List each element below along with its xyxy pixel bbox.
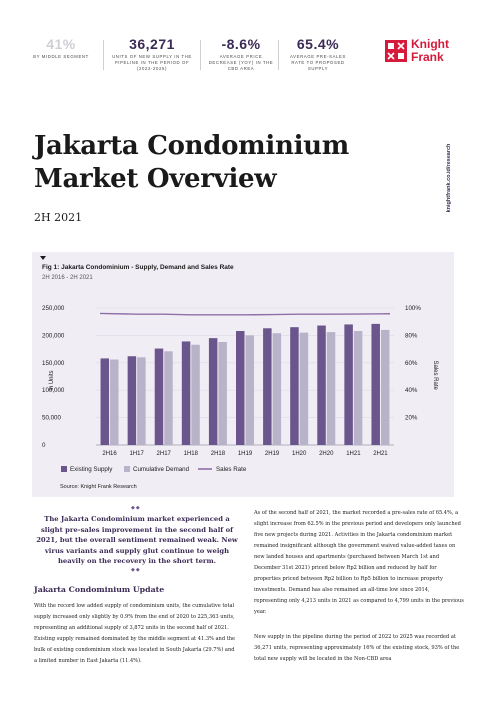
figure-marker-icon	[40, 256, 46, 260]
x-tick-label: 2H21	[373, 451, 388, 457]
stat-middle-segment: 41% BY MIDDLE SEGMENT	[28, 36, 94, 60]
logo-line-1: Knight	[411, 37, 449, 51]
stat-divider	[103, 40, 104, 70]
body-paragraph: As of the second half of 2021, the marke…	[254, 510, 464, 615]
x-tick-label: 1H17	[129, 451, 144, 457]
x-tick-label: 2H20	[319, 451, 334, 457]
stat-label: UNITS OF NEW SUPPLY IN THE PIPELINE IN T…	[112, 54, 192, 71]
stat-price-decrease: -8.6% AVERAGE PRICE DECREASE (YOY) IN TH…	[208, 36, 274, 72]
bar-cumulative-demand	[299, 332, 309, 445]
bar-existing-supply	[236, 331, 245, 445]
y-tick-label: 0	[42, 442, 46, 449]
x-tick-label: 2H17	[157, 451, 172, 457]
bar-cumulative-demand	[137, 357, 146, 445]
body-paragraph: New supply in the pipeline during the pe…	[254, 634, 460, 662]
bar-existing-supply	[181, 341, 191, 445]
knight-frank-logo[interactable]: Knight Frank	[385, 36, 475, 72]
bar-existing-supply	[208, 338, 218, 445]
x-tick-label: 1H20	[292, 451, 307, 457]
stat-value: -8.6%	[221, 36, 261, 52]
body-paragraph: With the record low added supply of cond…	[34, 603, 236, 664]
bar-existing-supply	[100, 358, 110, 445]
bar-existing-supply	[127, 356, 137, 445]
bar-existing-supply	[154, 348, 164, 445]
logo-line-2: Frank	[411, 50, 444, 64]
x-tick-label: 2H19	[265, 451, 280, 457]
section-heading: Jakarta Condominium Update	[34, 585, 165, 594]
y-tick-label: 200,000	[42, 332, 65, 339]
bar-cumulative-demand	[380, 329, 390, 445]
stats-strip: 41% BY MIDDLE SEGMENT 36,271 UNITS OF NE…	[28, 36, 368, 76]
pull-quote: The Jakarta Condominium market experienc…	[36, 515, 238, 566]
sales-rate-line	[99, 312, 391, 316]
bar-existing-supply	[290, 327, 299, 445]
stat-label: AVERAGE PRICE DECREASE (YOY) IN THE CBD …	[208, 54, 274, 71]
y-tick-label: 250,000	[42, 305, 65, 312]
legend-swatch-cumulative-demand	[124, 466, 130, 472]
stat-value: 65.4%	[296, 36, 340, 52]
x-tick-label: 2H16	[102, 451, 117, 457]
y-tick-label: 150,000	[42, 360, 65, 367]
x-tick-label: 1H19	[238, 451, 253, 457]
figure-title: Fig 1: Jakarta Condominium - Supply, Dem…	[42, 264, 234, 271]
bar-cumulative-demand	[245, 335, 254, 445]
legend-label-sales-rate: Sales Rate	[216, 466, 247, 473]
bar-cumulative-demand	[218, 341, 227, 445]
page-subtitle: 2H 2021	[34, 211, 83, 224]
y-tick-label: 50,000	[42, 415, 61, 422]
stat-presales-rate: 65.4% AVERAGE PRE-SALES RATE TO PROPOSED…	[283, 36, 353, 72]
stat-value: 41%	[46, 36, 76, 52]
page-title-line-1: Jakarta Condominium	[34, 131, 349, 161]
y2-tick-label: 100%	[405, 305, 421, 312]
bar-existing-supply	[263, 328, 272, 445]
y-tick-label: 100,000	[42, 387, 65, 394]
y2-tick-label: 20%	[405, 415, 418, 422]
bar-cumulative-demand	[110, 359, 119, 445]
bar-existing-supply	[344, 324, 353, 445]
stat-label: AVERAGE PRE-SALES RATE TO PROPOSED SUPPL…	[290, 54, 346, 71]
bar-cumulative-demand	[272, 333, 282, 445]
stat-label: BY MIDDLE SEGMENT	[33, 54, 89, 59]
y2-tick-label: 80%	[405, 332, 418, 339]
y2-axis-label: Sales Rate	[432, 361, 438, 391]
side-url[interactable]: knightfrank.co.id/research	[442, 138, 456, 218]
bar-cumulative-demand	[353, 331, 363, 445]
bar-existing-supply	[371, 323, 380, 445]
bar-existing-supply	[317, 325, 326, 445]
bar-cumulative-demand	[164, 351, 173, 445]
x-tick-label: 1H21	[346, 451, 361, 457]
figure-panel: Fig 1: Jakarta Condominium - Supply, Dem…	[32, 252, 454, 497]
diamond-ornament-icon: ◆◆	[131, 505, 141, 511]
x-tick-label: 1H18	[184, 451, 199, 457]
y2-tick-label: 40%	[405, 387, 418, 394]
stat-divider	[278, 40, 279, 70]
page-title: Jakarta Condominium Market Overview	[34, 130, 434, 196]
y-axis-label: in Units	[49, 370, 55, 390]
legend-label-existing-supply: Existing Supply	[70, 466, 113, 473]
page-title-line-2: Market Overview	[34, 164, 277, 194]
diamond-ornament-icon: ◆◆	[131, 567, 141, 573]
supply-demand-chart: 0 50,000 100,000 150,000 200,000 250,000 20% 40…	[42, 305, 438, 473]
stat-value: 36,271	[129, 36, 175, 52]
legend-swatch-existing-supply	[61, 466, 67, 472]
stat-divider	[200, 40, 201, 70]
logo-wordmark: Knight Frank	[411, 38, 449, 64]
y2-tick-label: 60%	[405, 360, 418, 367]
legend-label-cumulative-demand: Cumulative Demand	[133, 466, 190, 473]
bar-cumulative-demand	[326, 332, 336, 445]
x-tick-label: 2H18	[211, 451, 226, 457]
side-url-text: knightfrank.co.id/research	[446, 143, 452, 213]
logo-mark-icon	[385, 40, 407, 62]
figure-subtitle: 2H 2016 - 2H 2021	[42, 275, 93, 281]
bar-cumulative-demand	[191, 344, 200, 445]
stat-new-supply: 36,271 UNITS OF NEW SUPPLY IN THE PIPELI…	[112, 36, 192, 72]
figure-source: Source: Knight Frank Research	[60, 484, 137, 490]
